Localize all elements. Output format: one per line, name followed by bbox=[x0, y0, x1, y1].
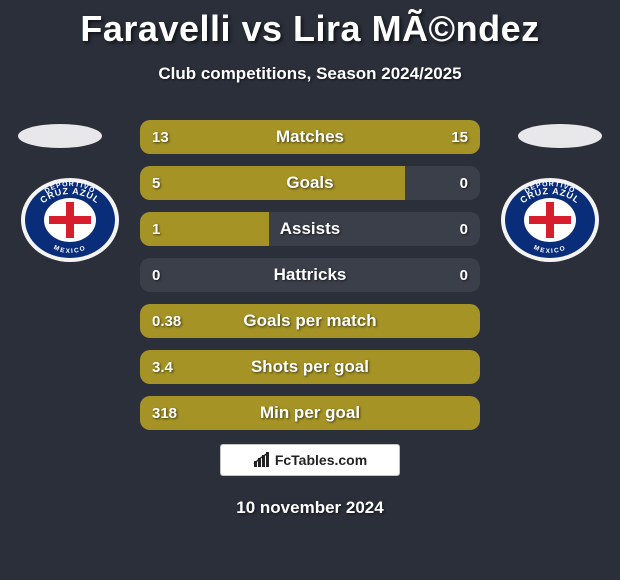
stat-row: Assists1 0 bbox=[140, 212, 480, 246]
stat-value-right: 15 bbox=[451, 120, 468, 154]
stat-row: Min per goal318 bbox=[140, 396, 480, 430]
player-photo-left bbox=[18, 124, 102, 148]
stat-value-left: 0.38 bbox=[152, 304, 181, 338]
stat-label: Hattricks bbox=[140, 258, 480, 292]
stat-row: Hattricks0 0 bbox=[140, 258, 480, 292]
stat-value-left: 318 bbox=[152, 396, 177, 430]
chart-icon bbox=[253, 452, 271, 468]
brand-label: FcTables.com bbox=[275, 452, 367, 468]
stat-value-right: 0 bbox=[460, 212, 468, 246]
stat-value-left: 1 bbox=[152, 212, 160, 246]
stat-row: Goals per match0.38 bbox=[140, 304, 480, 338]
stat-value-left: 0 bbox=[152, 258, 160, 292]
date-label: 10 november 2024 bbox=[0, 498, 620, 518]
stat-bars: Matches1315Goals50Assists10Hattricks00Go… bbox=[140, 120, 480, 442]
stat-label: Assists bbox=[140, 212, 480, 246]
stat-label: Matches bbox=[140, 120, 480, 154]
stat-value-right: 0 bbox=[460, 166, 468, 200]
stat-label: Goals bbox=[140, 166, 480, 200]
page-title: Faravelli vs Lira MÃ©ndez bbox=[0, 0, 620, 50]
subtitle: Club competitions, Season 2024/2025 bbox=[0, 64, 620, 84]
club-badge-right: DEPORTIVO CRUZ AZUL MEXICO bbox=[500, 177, 600, 263]
stat-label: Min per goal bbox=[140, 396, 480, 430]
stat-label: Goals per match bbox=[140, 304, 480, 338]
stat-value-left: 13 bbox=[152, 120, 169, 154]
stat-label: Shots per goal bbox=[140, 350, 480, 384]
stat-value-left: 3.4 bbox=[152, 350, 173, 384]
stat-row: Shots per goal3.4 bbox=[140, 350, 480, 384]
brand-box: FcTables.com bbox=[220, 444, 400, 476]
stat-value-right: 0 bbox=[460, 258, 468, 292]
club-badge-left: DEPORTIVO CRUZ AZUL MEXICO bbox=[20, 177, 120, 263]
stat-value-left: 5 bbox=[152, 166, 160, 200]
stat-row: Matches13 15 bbox=[140, 120, 480, 154]
player-photo-right bbox=[518, 124, 602, 148]
stat-row: Goals5 0 bbox=[140, 166, 480, 200]
